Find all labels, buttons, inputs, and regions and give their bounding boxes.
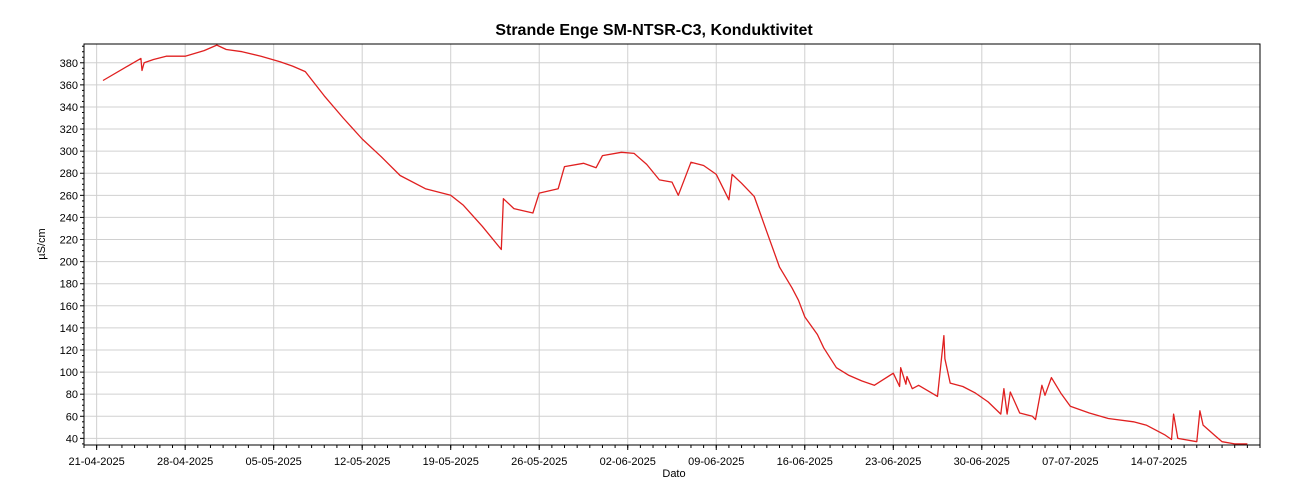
x-tick-label: 05-05-2025: [246, 456, 302, 468]
y-tick-label: 220: [60, 235, 78, 247]
y-tick-label: 240: [60, 212, 78, 224]
y-tick-label: 280: [60, 168, 78, 180]
x-tick-label: 26-05-2025: [511, 456, 567, 468]
series-line: [102, 44, 1248, 445]
y-tick-label: 120: [60, 345, 78, 357]
y-axis-label: µS/cm: [36, 228, 48, 259]
y-tick-label: 60: [66, 411, 78, 423]
y-tick-label: 320: [60, 124, 78, 136]
x-tick-label: 02-06-2025: [600, 456, 656, 468]
x-tick-label: 21-04-2025: [69, 456, 125, 468]
x-tick-label: 07-07-2025: [1042, 456, 1098, 468]
chart-title: Strande Enge SM-NTSR-C3, Konduktivitet: [495, 22, 813, 39]
x-axis: 21-04-2025 28-04-2025 05-05-2025 12-05-2025…: [69, 445, 1261, 468]
x-tick-label: 14-07-2025: [1131, 456, 1187, 468]
y-tick-label: 140: [60, 323, 78, 335]
grid-layer: [84, 44, 1260, 445]
y-tick-label: 260: [60, 190, 78, 202]
y-tick-label: 180: [60, 279, 78, 291]
y-tick-label: 40: [66, 433, 78, 445]
y-tick-label: 380: [60, 58, 78, 70]
x-tick-label: 30-06-2025: [954, 456, 1010, 468]
y-tick-label: 300: [60, 146, 78, 158]
x-tick-label: 09-06-2025: [688, 456, 744, 468]
series-layer: [102, 44, 1248, 445]
x-tick-label: 12-05-2025: [334, 456, 390, 468]
x-tick-label: 28-04-2025: [157, 456, 213, 468]
y-tick-label: 160: [60, 301, 78, 313]
y-tick-label: 340: [60, 102, 78, 114]
y-axis: 40 60 80 100 120 140 160 180 200 220 240 260 280 300 3…: [60, 45, 84, 445]
y-tick-label: 100: [60, 367, 78, 379]
x-tick-label: 23-06-2025: [865, 456, 921, 468]
y-tick-label: 80: [66, 389, 78, 401]
x-tick-label: 19-05-2025: [423, 456, 479, 468]
y-tick-label: 360: [60, 80, 78, 92]
x-tick-label: 16-06-2025: [777, 456, 833, 468]
x-axis-label: Dato: [662, 468, 685, 480]
y-tick-label: 200: [60, 257, 78, 269]
plot-frame: [83, 43, 1261, 446]
